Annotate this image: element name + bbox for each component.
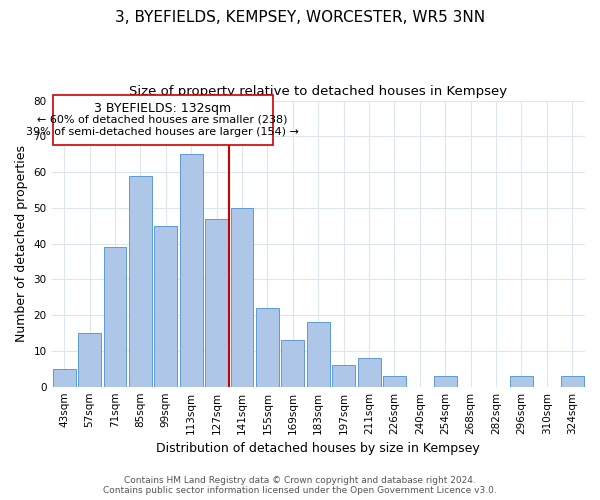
Bar: [561, 376, 584, 386]
Bar: [510, 376, 533, 386]
Bar: [332, 365, 355, 386]
Text: 39% of semi-detached houses are larger (154) →: 39% of semi-detached houses are larger (…: [26, 128, 299, 138]
Bar: [434, 376, 457, 386]
Bar: [230, 208, 253, 386]
Bar: [180, 154, 203, 386]
Bar: [129, 176, 152, 386]
X-axis label: Distribution of detached houses by size in Kempsey: Distribution of detached houses by size …: [157, 442, 480, 455]
Y-axis label: Number of detached properties: Number of detached properties: [15, 145, 28, 342]
Text: ← 60% of detached houses are smaller (238): ← 60% of detached houses are smaller (23…: [37, 115, 288, 125]
Bar: [358, 358, 380, 386]
Bar: [104, 247, 127, 386]
Bar: [281, 340, 304, 386]
FancyBboxPatch shape: [53, 95, 272, 146]
Text: Contains HM Land Registry data © Crown copyright and database right 2024.
Contai: Contains HM Land Registry data © Crown c…: [103, 476, 497, 495]
Bar: [53, 369, 76, 386]
Bar: [256, 308, 279, 386]
Text: 3 BYEFIELDS: 132sqm: 3 BYEFIELDS: 132sqm: [94, 102, 231, 116]
Title: Size of property relative to detached houses in Kempsey: Size of property relative to detached ho…: [129, 85, 508, 98]
Bar: [154, 226, 177, 386]
Bar: [383, 376, 406, 386]
Bar: [307, 322, 330, 386]
Text: 3, BYEFIELDS, KEMPSEY, WORCESTER, WR5 3NN: 3, BYEFIELDS, KEMPSEY, WORCESTER, WR5 3N…: [115, 10, 485, 25]
Bar: [205, 218, 228, 386]
Bar: [78, 333, 101, 386]
